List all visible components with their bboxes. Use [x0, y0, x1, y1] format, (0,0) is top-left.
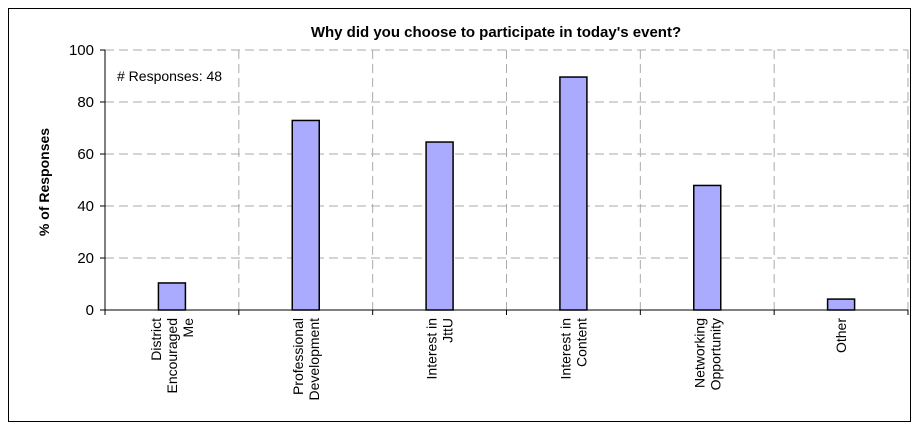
x-tick-label-line: Networking: [691, 318, 707, 388]
axes: [100, 49, 909, 315]
y-tick-label: 20: [77, 250, 94, 267]
y-axis-label: % of Responses: [36, 128, 52, 236]
x-tick-label: District Encouraged Me: [148, 318, 196, 394]
x-tick-label-line: Opportunity: [707, 318, 723, 390]
x-tick-label: Interest in Content: [557, 318, 589, 380]
y-tick-labels: 0 20 40 60 80 100: [69, 42, 94, 319]
x-tick-label-line: Me: [180, 318, 196, 338]
x-tick-label: Professional Development: [290, 318, 322, 401]
bar: [157, 282, 187, 311]
bar: [693, 184, 722, 311]
bar: [291, 119, 320, 311]
x-tick-label-line: Content: [573, 318, 589, 367]
y-tick-label: 40: [77, 198, 94, 215]
responses-annotation: # Responses: 48: [117, 68, 222, 84]
gridlines: [105, 49, 909, 310]
x-tick-label: Interest in JttU: [424, 318, 456, 379]
y-tick-label: 0: [86, 302, 94, 319]
y-tick-label: 80: [77, 94, 94, 111]
bar: [559, 76, 588, 311]
x-tick-label-line: Other: [833, 318, 849, 353]
x-tick-label-line: Encouraged: [164, 318, 180, 394]
x-tick-labels: District Encouraged Me Professional Developm…: [148, 318, 849, 401]
y-tick-label: 60: [77, 146, 94, 163]
bars: [157, 76, 856, 311]
x-tick-label: Other: [833, 318, 849, 353]
y-tick-label: 100: [69, 42, 94, 59]
x-tick-label-line: Professional: [290, 318, 306, 395]
bar: [826, 298, 856, 311]
chart-title: Why did you choose to participate in tod…: [311, 24, 681, 41]
x-tick-label-line: Interest in: [557, 318, 573, 379]
bar: [425, 141, 454, 311]
x-tick-label-line: District: [148, 318, 164, 361]
x-tick-label-line: JttU: [440, 318, 456, 343]
x-tick-label-line: Interest in: [424, 318, 440, 379]
x-tick-label: Networking Opportunity: [691, 318, 723, 390]
chart-frame: [8, 8, 911, 422]
x-tick-label-line: Development: [306, 318, 322, 401]
